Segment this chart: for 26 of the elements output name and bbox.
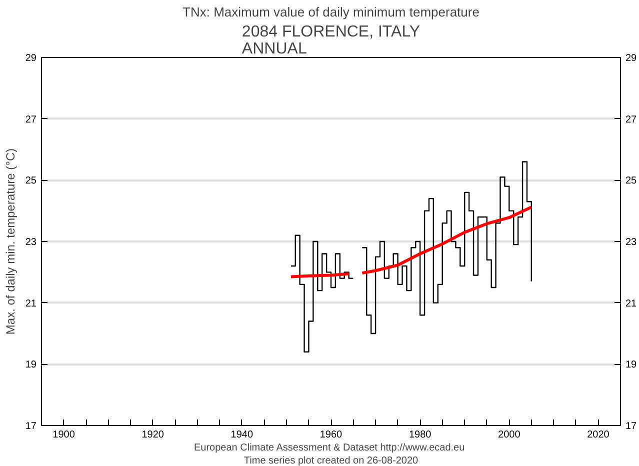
x-tick-label: 1900 xyxy=(52,430,76,440)
x-tick-label: 1980 xyxy=(408,430,432,440)
y2-tick-label: 25 xyxy=(626,176,638,187)
y-tick-label: 25 xyxy=(25,176,37,187)
chart-subtitle: 2084 FLORENCE, ITALY ANNUAL xyxy=(242,24,420,58)
text: European Climate Assessment & Dataset http://www.ecad.eu xyxy=(194,442,465,454)
y2-tick-label: 27 xyxy=(626,114,638,126)
y-tick-label: 29 xyxy=(25,53,37,64)
x-tick-label: 1920 xyxy=(142,430,164,440)
x-tick-label: 2020 xyxy=(587,430,610,440)
y2-tick-label: 19 xyxy=(626,360,638,371)
y-tick-label: 27 xyxy=(25,114,37,126)
y2-tick-label: 29 xyxy=(626,53,638,64)
x-tick-label: 1960 xyxy=(320,430,343,440)
x-tick-label: 1940 xyxy=(230,430,254,440)
y2-tick-label: 23 xyxy=(626,237,638,248)
y-tick-label: 17 xyxy=(25,421,37,432)
y2-tick-label: 21 xyxy=(626,298,638,310)
y-axis-title: Max. of daily min. temperature (°C) xyxy=(3,148,18,335)
chart-title: TNx: Maximum value of daily minimum temperature xyxy=(182,4,480,20)
y-tick-label: 19 xyxy=(25,360,37,371)
text: Time series plot created on 26-08-2020 xyxy=(244,456,419,466)
x-tick-label: 2000 xyxy=(498,430,521,440)
y-tick-label: 23 xyxy=(25,237,37,248)
y2-tick-label: 17 xyxy=(626,421,638,432)
y-tick-label: 21 xyxy=(25,298,37,310)
